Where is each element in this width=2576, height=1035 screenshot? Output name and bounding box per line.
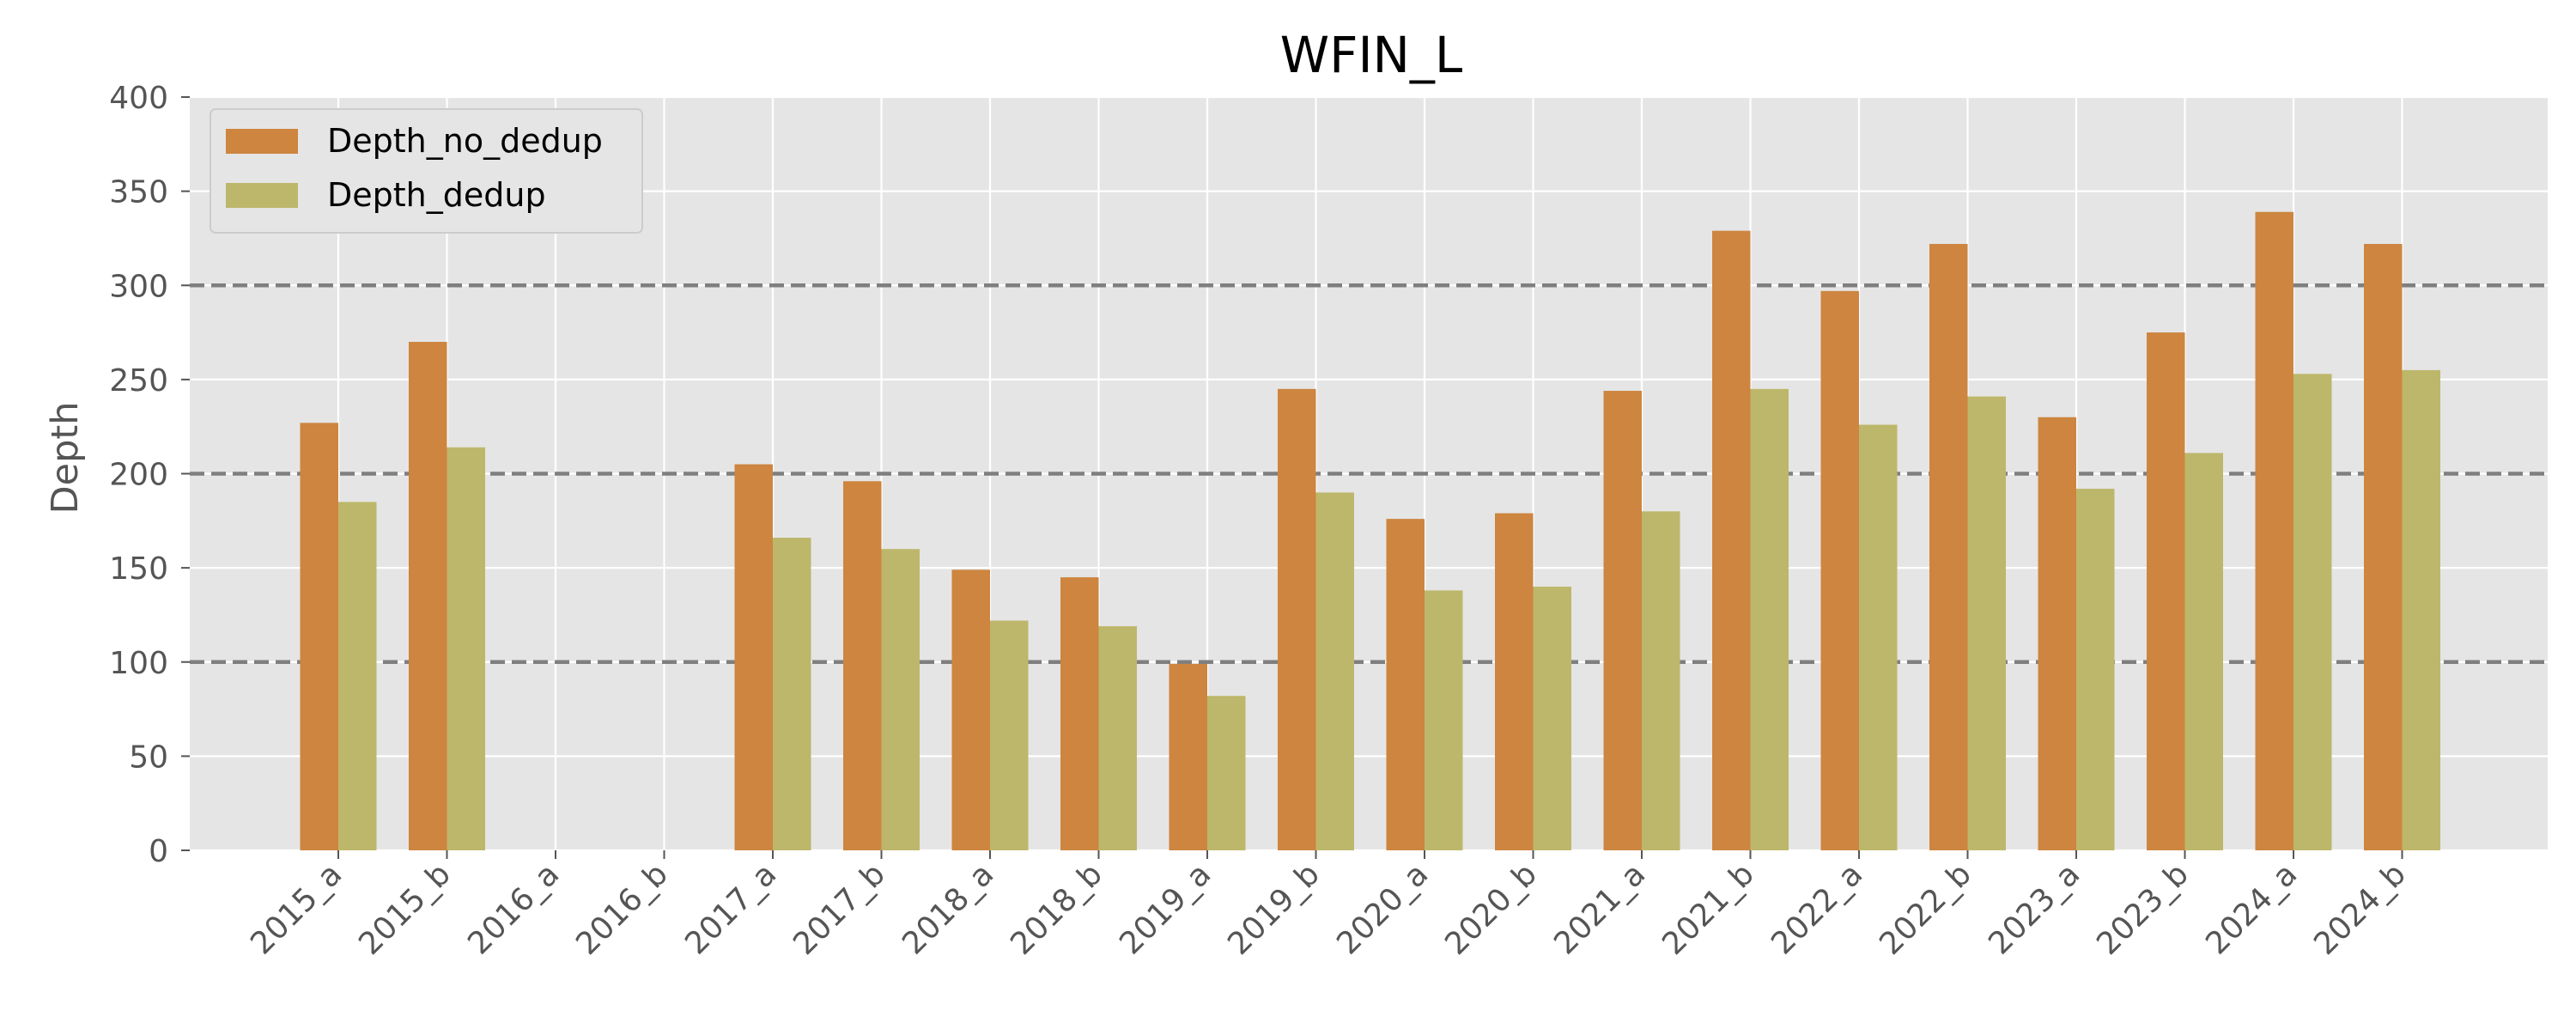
bar (1425, 590, 1463, 850)
x-tick-label: 2024_a (2199, 856, 2304, 961)
x-tick-label: 2023_b (2090, 856, 2196, 962)
legend-box (210, 108, 643, 234)
bar (2293, 374, 2332, 850)
bar (1278, 388, 1316, 850)
y-tick-label: 0 (149, 834, 168, 869)
legend-label: Depth_dedup (327, 176, 546, 214)
legend: Depth_no_dedup Depth_dedup (210, 108, 643, 234)
bar (1750, 388, 1789, 850)
bar (2255, 211, 2293, 850)
bar (990, 620, 1029, 850)
bar (2038, 417, 2076, 850)
y-tick-label: 50 (129, 740, 168, 775)
y-tick-label: 200 (109, 458, 168, 493)
bar (1386, 519, 1425, 850)
bar (1712, 230, 1751, 851)
bar (1642, 511, 1680, 850)
bar (1098, 626, 1137, 850)
y-tick-label: 400 (109, 81, 168, 116)
x-tick-label: 2015_a (244, 856, 349, 961)
x-tick-label: 2018_b (1004, 856, 1109, 962)
x-tick-label: 2017_b (787, 856, 892, 962)
y-tick-label: 300 (109, 269, 168, 304)
bar (843, 481, 882, 850)
bar (2147, 332, 2185, 850)
bar (1929, 244, 1968, 850)
bar (2076, 489, 2115, 850)
x-tick-label: 2019_b (1221, 856, 1327, 962)
x-tick-label: 2023_a (1982, 856, 2087, 961)
bar (1533, 587, 1571, 850)
legend-label: Depth_no_dedup (327, 122, 603, 160)
bar (1967, 396, 2006, 850)
x-tick-label: 2016_a (461, 856, 566, 961)
bar (773, 538, 811, 850)
bar (447, 447, 485, 850)
bar (2402, 369, 2440, 851)
x-tick-label: 2020_a (1330, 856, 1435, 961)
bar (1207, 696, 1246, 850)
bar (1060, 577, 1099, 850)
bar (1169, 663, 1207, 850)
legend-swatch (226, 183, 298, 208)
x-tick-label: 2022_a (1765, 856, 1869, 961)
y-tick-label: 350 (109, 175, 168, 210)
y-tick-label: 100 (109, 646, 168, 681)
y-tick-label: 150 (109, 551, 168, 587)
x-tick-label: 2018_a (896, 856, 1000, 961)
x-tick-label: 2017_a (678, 856, 783, 961)
bar (1859, 424, 1898, 850)
bar (1603, 391, 1642, 850)
x-tick-label: 2021_a (1547, 856, 1652, 961)
y-tick-label: 250 (109, 363, 168, 399)
bar (300, 423, 338, 850)
x-tick-label: 2020_b (1438, 856, 1544, 962)
chart-title: WFIN_L (1280, 26, 1463, 84)
bar (338, 502, 377, 850)
x-tick-label: 2019_a (1113, 856, 1218, 961)
bar (1315, 492, 1354, 850)
x-tick-label: 2015_b (352, 856, 458, 962)
bar (2364, 244, 2403, 850)
bar (951, 569, 990, 850)
bar (2184, 453, 2223, 850)
bar (881, 549, 920, 850)
bar (409, 342, 447, 850)
x-tick-label: 2022_b (1873, 856, 1978, 962)
x-tick-label: 2021_b (1656, 856, 1761, 962)
legend-swatch (226, 129, 298, 154)
bar (1495, 513, 1534, 850)
bar (734, 464, 773, 850)
x-tick-label: 2016_b (569, 856, 675, 962)
bar (1820, 290, 1859, 850)
y-axis-title: Depth (44, 402, 87, 514)
x-tick-label: 2024_b (2307, 856, 2413, 962)
